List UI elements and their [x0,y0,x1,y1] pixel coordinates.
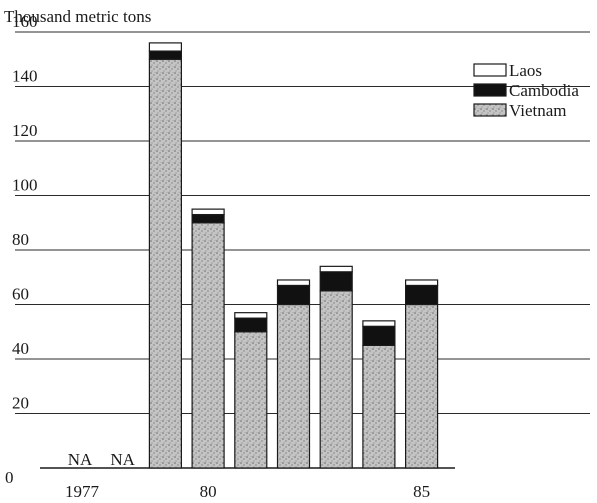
bar-segment-vietnam [148,58,182,469]
legend-label: Cambodia [509,81,579,100]
y-axis-tick-labels: 0 20 40 60 80 100 120 140 160 [5,12,38,487]
legend-swatch-vietnam [473,103,507,117]
bar-segment-cambodia [276,284,311,306]
legend-swatch-cambodia [473,83,507,97]
na-label: NA [110,450,135,469]
bar-segment-cambodia [148,50,182,60]
bar-segment-cambodia [191,213,225,224]
y-tick-label: 0 [5,468,14,487]
y-tick-label: 20 [12,394,29,413]
legend-label: Laos [509,61,542,80]
bar-segment-vietnam [405,303,439,469]
x-tick-label: 1977 [65,482,100,501]
legend-label: Vietnam [509,101,567,120]
y-tick-label: 140 [12,67,38,86]
bar-segment-laos [319,265,353,273]
bar-segment-laos [276,279,311,287]
x-tick-label: 80 [200,482,217,501]
bar-segment-cambodia [362,325,396,346]
na-labels: NA NA [68,450,136,469]
y-tick-label: 100 [12,176,38,195]
y-tick-label: 40 [12,339,29,358]
bar-segment-vietnam [191,222,225,469]
x-tick-label: 85 [413,482,430,501]
unit-label: Thousand metric tons [4,7,151,26]
bar-segment-laos [234,312,268,319]
bar-segment-laos [405,279,439,287]
bar-segment-laos [191,208,225,216]
bar-segment-laos [148,42,182,52]
y-tick-label: 80 [12,230,29,249]
na-label: NA [68,450,93,469]
bar-segment-vietnam [319,290,353,469]
bar-segment-vietnam [234,331,268,469]
y-tick-label: 120 [12,121,38,140]
bar-segment-laos [362,320,396,327]
bar-segment-vietnam [276,303,311,469]
legend-swatch-laos [473,63,507,77]
bars [148,42,439,469]
x-axis-tick-labels: 1977 80 85 [65,482,430,501]
y-tick-label: 60 [12,285,29,304]
bar-segment-cambodia [405,284,439,306]
bar-segment-cambodia [319,271,353,292]
bar-segment-vietnam [362,344,396,469]
bar-segment-cambodia [234,317,268,333]
y-tick-label: 160 [12,12,38,31]
